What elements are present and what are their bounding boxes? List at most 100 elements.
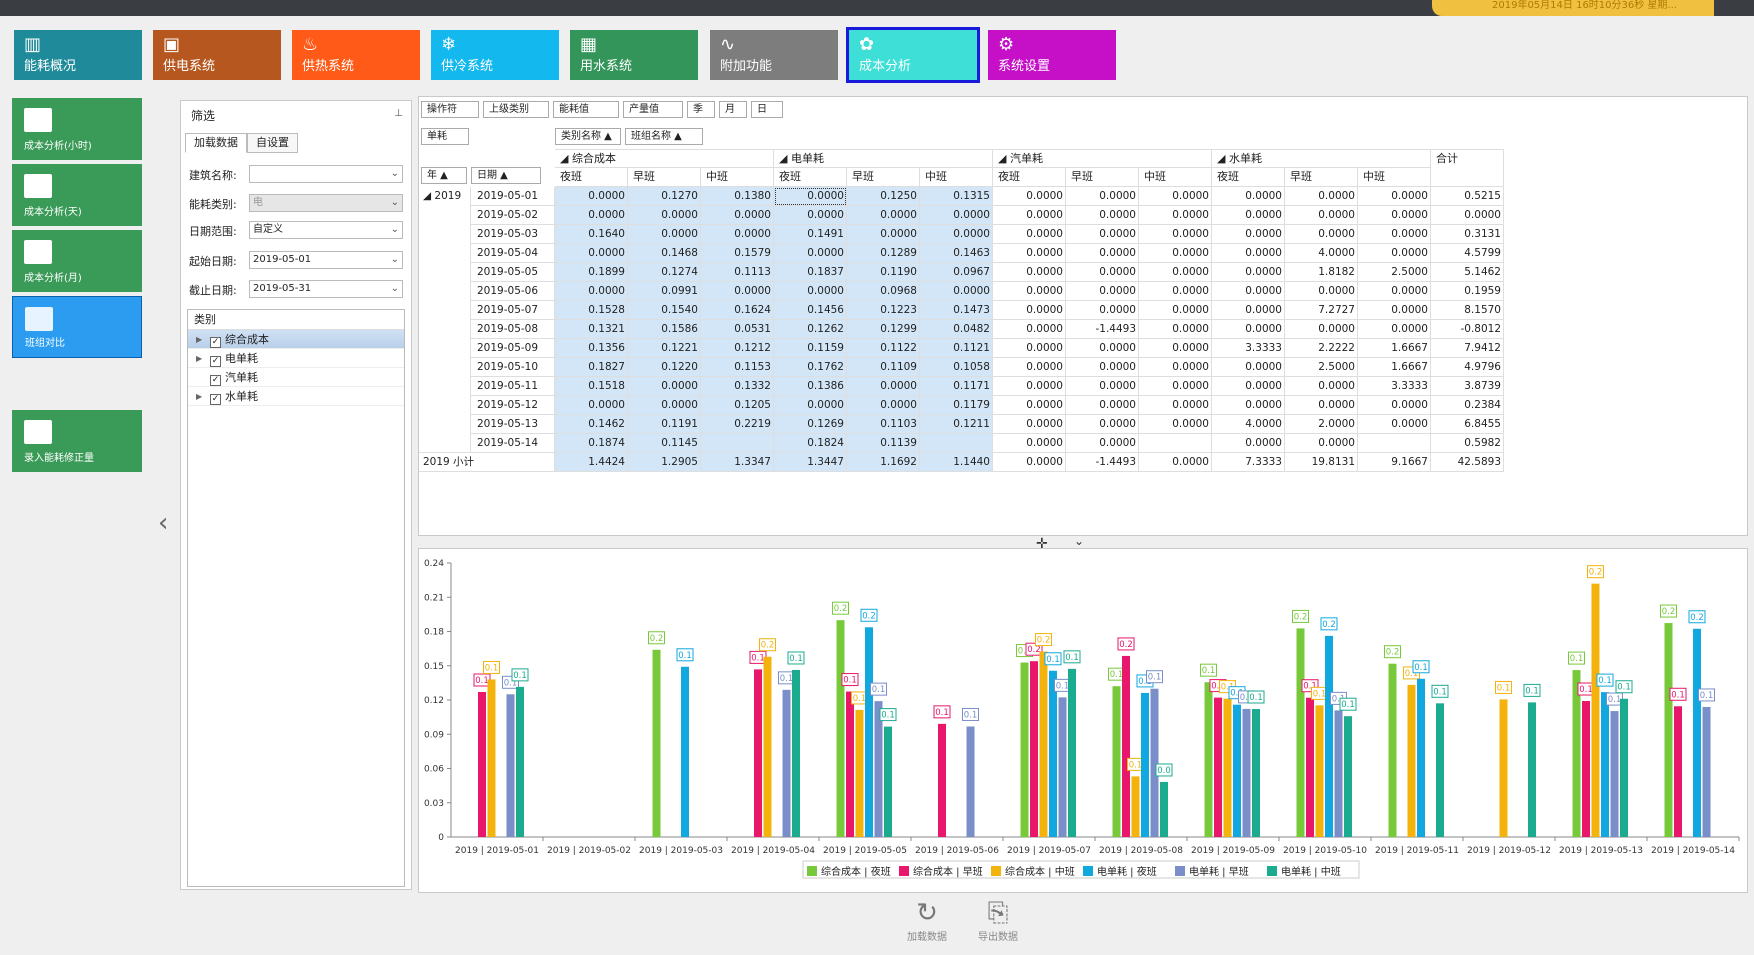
bar[interactable] [874,701,883,837]
data-cell[interactable]: 0.0000 [1358,301,1431,320]
data-cell[interactable]: 0.0000 [1358,396,1431,415]
data-cell[interactable]: 0.0000 [1285,320,1358,339]
filter-field[interactable]: 能耗值 [553,101,619,118]
nav-tab-3[interactable]: ❄ 供冷系统 [431,30,559,80]
data-cell[interactable]: 0.0000 [1212,244,1285,263]
data-cell[interactable]: 1.6667 [1358,358,1431,377]
data-cell[interactable]: 4.5799 [1431,244,1504,263]
shift-header[interactable]: 中班 [1139,168,1212,187]
bar[interactable] [1620,698,1628,837]
data-cell[interactable]: 0.0000 [1358,282,1431,301]
bar[interactable] [1233,704,1241,837]
nav-tab-0[interactable]: ▥ 能耗概况 [14,30,142,80]
data-cell[interactable]: 0.0000 [1285,206,1358,225]
data-cell[interactable]: 0.1220 [628,358,701,377]
nav-tab-4[interactable]: ▦ 用水系统 [570,30,698,80]
filter-field[interactable]: 产量值 [623,101,683,118]
data-cell[interactable]: 0.0000 [1212,301,1285,320]
bar[interactable] [938,723,946,837]
subtotal-cell[interactable]: 1.1440 [920,453,993,472]
side-nav-item-3[interactable]: 班组对比 [12,296,142,358]
data-cell[interactable]: 0.0000 [1285,225,1358,244]
data-cell[interactable]: 0.0000 [774,244,847,263]
subtotal-cell[interactable]: 42.5893 [1431,453,1504,472]
bar[interactable] [516,686,524,837]
bar[interactable] [846,691,854,837]
data-cell[interactable]: 0.0000 [555,244,628,263]
nav-tab-6[interactable]: ✿ 成本分析 [846,27,980,83]
end-date-input[interactable]: 2019-05-31 ⌄ [249,280,403,298]
bar[interactable] [966,726,975,837]
data-cell[interactable]: 0.0000 [1139,206,1212,225]
data-cell[interactable]: 0.0000 [774,282,847,301]
bar[interactable] [1296,628,1305,837]
row-field[interactable]: 日期 ▲ [471,167,541,184]
data-cell[interactable]: 0.0991 [628,282,701,301]
data-cell[interactable]: 0.0000 [701,206,774,225]
bar[interactable] [1141,692,1149,837]
data-cell[interactable]: 0.0000 [1212,225,1285,244]
data-cell[interactable]: 0.1321 [555,320,628,339]
data-cell[interactable]: 0.1462 [555,415,628,434]
checkbox[interactable]: ✓ [210,394,221,405]
data-cell[interactable]: 2.5000 [1285,358,1358,377]
bar[interactable] [1499,699,1508,837]
bar[interactable] [1049,670,1057,837]
nav-tab-5[interactable]: ∿ 附加功能 [710,30,838,80]
side-nav-item-4[interactable]: 录入能耗修正量 [12,410,142,472]
category-item[interactable]: ▶ ✓ 综合成本 [188,330,404,349]
bar[interactable] [1150,688,1159,837]
data-cell[interactable]: 8.1570 [1431,301,1504,320]
data-cell[interactable]: 0.0000 [1285,187,1358,206]
bar[interactable] [1436,703,1444,837]
data-cell[interactable]: 0.1109 [847,358,920,377]
data-cell[interactable]: 0.0000 [1358,244,1431,263]
data-cell[interactable]: 0.0000 [555,206,628,225]
data-cell[interactable]: 0.0000 [1358,320,1431,339]
bar[interactable] [1572,670,1581,837]
data-cell[interactable]: 0.1586 [628,320,701,339]
data-cell[interactable]: 0.0000 [993,282,1066,301]
data-cell[interactable]: 0.1179 [920,396,993,415]
shift-header[interactable]: 早班 [1285,168,1358,187]
shift-header[interactable]: 早班 [1066,168,1139,187]
data-cell[interactable]: -0.8012 [1431,320,1504,339]
data-cell[interactable]: 0.0000 [920,225,993,244]
subtotal-cell[interactable]: 19.8131 [1285,453,1358,472]
data-cell[interactable]: 0.3131 [1431,225,1504,244]
shift-header[interactable]: 早班 [847,168,920,187]
data-cell[interactable]: 0.1058 [920,358,993,377]
data-cell[interactable]: 4.9796 [1431,358,1504,377]
subtotal-cell[interactable]: 1.2905 [628,453,701,472]
data-cell[interactable]: 0.1579 [701,244,774,263]
bar[interactable] [1204,682,1213,837]
data-cell[interactable]: 0.0000 [993,206,1066,225]
filter-field[interactable]: 日 [751,101,783,118]
data-cell[interactable]: 0.1899 [555,263,628,282]
data-cell[interactable]: 0.0000 [628,206,701,225]
bar[interactable] [865,627,873,837]
data-cell[interactable]: 4.0000 [1212,415,1285,434]
shift-header[interactable]: 中班 [701,168,774,187]
data-cell[interactable]: 0.1824 [774,434,847,453]
bar[interactable] [1528,702,1536,837]
shift-header[interactable]: 早班 [628,168,701,187]
data-cell[interactable]: 0.1274 [628,263,701,282]
data-field[interactable]: 单耗 [421,128,469,145]
data-cell[interactable]: 0.0000 [1212,282,1285,301]
data-cell[interactable]: 0.1315 [920,187,993,206]
data-cell[interactable]: 0.0968 [847,282,920,301]
bar[interactable] [478,692,486,837]
data-cell[interactable]: 0.0000 [993,396,1066,415]
category-item[interactable]: ▶ ✓ 电单耗 [188,349,404,368]
data-cell[interactable]: 0.1640 [555,225,628,244]
bar[interactable] [855,709,864,837]
data-cell[interactable]: 0.1270 [628,187,701,206]
data-cell[interactable] [920,434,993,453]
data-cell[interactable]: 0.1762 [774,358,847,377]
data-cell[interactable]: 0.1386 [774,377,847,396]
data-cell[interactable]: 0.0000 [1285,377,1358,396]
nav-tab-2[interactable]: ♨ 供热系统 [292,30,420,80]
data-cell[interactable]: 0.0000 [1285,282,1358,301]
data-cell[interactable]: 1.8182 [1285,263,1358,282]
